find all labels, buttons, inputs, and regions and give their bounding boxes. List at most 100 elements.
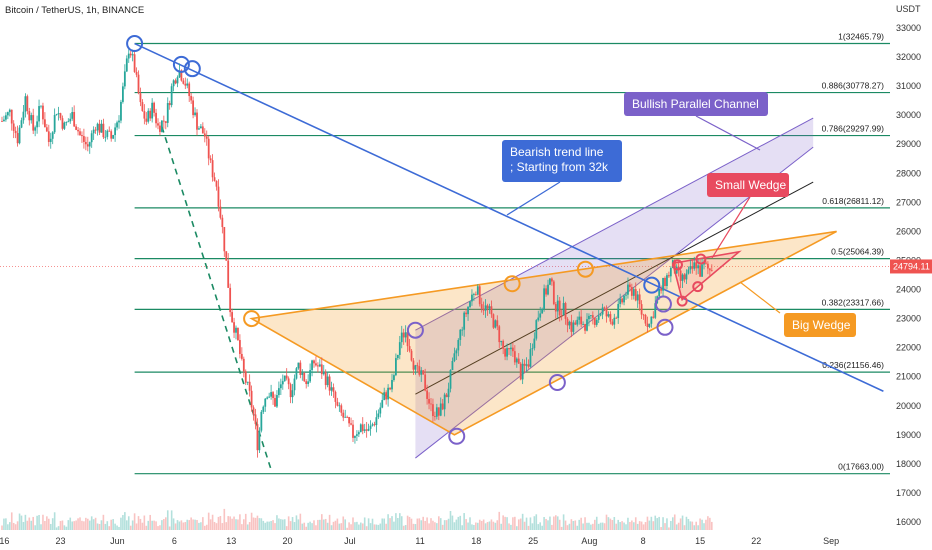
volume-bar: [77, 518, 79, 530]
volume-bar: [307, 522, 309, 530]
candle-body: [412, 360, 415, 370]
candle-body: [381, 400, 384, 408]
volume-bar: [190, 517, 192, 530]
volume-bar: [697, 525, 699, 530]
volume-bar: [332, 521, 335, 530]
candle-body: [449, 369, 452, 389]
volume-bar: [67, 520, 70, 530]
volume-bar: [168, 526, 171, 530]
volume-bar: [414, 524, 417, 530]
small-wedge-label: Small Wedge: [707, 173, 789, 259]
volume-bar: [379, 523, 382, 530]
volume-bar: [640, 521, 643, 530]
volume-bar: [527, 525, 530, 530]
volume-bar: [592, 523, 594, 530]
volume-bar: [204, 525, 206, 530]
y-tick-label: 20000: [896, 401, 921, 411]
volume-bar: [227, 516, 229, 530]
candle-body: [638, 294, 641, 305]
fibonacci-levels: 1(32465.79) 0.886(30778.27) 0.786(29297.99…: [134, 32, 890, 475]
volume-bar: [135, 523, 138, 530]
volume-bar: [88, 520, 91, 530]
volume-bar: [441, 524, 444, 530]
candle-body: [414, 365, 417, 370]
volume-bar: [424, 520, 426, 530]
volume-bar: [63, 525, 66, 530]
candle-body: [404, 332, 407, 338]
volume-bar: [594, 519, 596, 530]
candle-body: [42, 105, 44, 120]
volume-bar: [631, 520, 633, 530]
candle-body: [159, 125, 161, 132]
candle-body: [88, 142, 91, 147]
candle-body: [361, 424, 364, 431]
candle-body: [161, 120, 163, 132]
candle-body: [393, 375, 395, 381]
volume-bar: [656, 518, 658, 530]
candle-body: [203, 133, 206, 137]
volume-bar: [100, 520, 103, 530]
candle-body: [523, 363, 526, 366]
channel-lower-line: [415, 146, 814, 459]
candle-body: [560, 315, 563, 317]
candle-body: [453, 353, 456, 361]
volume-bar: [328, 514, 331, 530]
volume-bar: [194, 519, 196, 530]
candle-body: [467, 306, 469, 315]
channel-label-pointer: [695, 115, 761, 151]
candle-body: [151, 102, 154, 119]
volume-bar: [246, 524, 249, 530]
volume-bar: [268, 521, 270, 530]
candle-body: [580, 316, 583, 325]
fib-level-label: 0.786(29297.99): [822, 124, 885, 134]
volume-bar: [650, 516, 653, 530]
candle-body: [683, 274, 686, 280]
y-tick-label: 19000: [896, 430, 921, 440]
candle-body: [53, 115, 56, 133]
volume-bar: [449, 510, 452, 530]
volume-bar: [365, 526, 368, 530]
candle-body: [240, 353, 243, 359]
volume-bar: [96, 523, 99, 530]
volume-bar: [648, 520, 651, 530]
candle-body: [476, 286, 479, 295]
candle-body: [190, 96, 193, 101]
candle-body: [139, 93, 142, 103]
fib-level-label: 0.886(30778.27): [822, 81, 885, 91]
candle-body: [402, 332, 405, 338]
candle-body: [568, 321, 571, 326]
volume-bar: [143, 515, 146, 530]
candle-body: [8, 109, 11, 113]
candle-body: [346, 416, 349, 418]
candle-body: [102, 123, 105, 138]
candle-body: [338, 405, 341, 407]
volume-bar: [205, 524, 208, 530]
candle-body: [533, 338, 536, 349]
volume-bar: [512, 517, 514, 530]
volume-bar: [36, 515, 38, 530]
volume-bar: [428, 523, 430, 530]
candle-body: [708, 268, 711, 271]
candle-body: [435, 407, 438, 417]
volume-bar: [611, 520, 614, 530]
candle-body: [379, 407, 382, 414]
volume-bar: [711, 521, 713, 530]
volume-bar: [393, 521, 395, 530]
y-tick-label: 23000: [896, 314, 921, 324]
volume-bar: [233, 516, 235, 530]
x-tick-label: 13: [226, 536, 236, 546]
candle-body: [61, 118, 64, 129]
candle-body: [701, 264, 703, 277]
candle-body: [566, 318, 569, 326]
candle-body: [287, 378, 290, 385]
volume-bar: [434, 522, 436, 530]
volume-bar: [262, 520, 265, 530]
volume-bar: [38, 514, 40, 530]
fib-level-label: 0(17663.00): [838, 462, 884, 472]
volume-bar: [291, 517, 294, 530]
candle-body: [36, 121, 38, 128]
candle-body: [369, 425, 372, 429]
volume-bar: [252, 517, 255, 530]
candle-body: [451, 360, 454, 370]
